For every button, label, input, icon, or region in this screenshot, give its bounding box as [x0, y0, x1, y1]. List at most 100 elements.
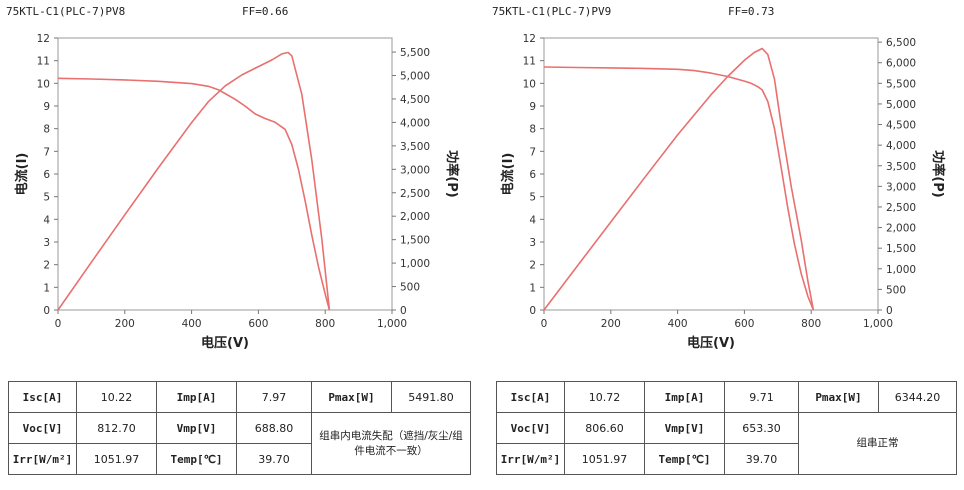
- y-tick-label: 2: [43, 260, 50, 272]
- x-tick-label: 800: [315, 318, 335, 330]
- vmp-value: 653.30: [724, 412, 799, 444]
- y2-tick-label: 0: [400, 305, 407, 317]
- iv-panel-pv9: 75KTL-C1(PLC-7)PV9 FF=0.73 0 1 2 3 4 5 6 7 8 9 10 1…: [486, 0, 964, 490]
- temp-value: 39.70: [724, 443, 799, 475]
- diagnosis-status: 组串内电流失配（遮挡/灰尘/组件电流不一致）: [311, 412, 471, 475]
- y2-tick-label: 1,500: [400, 235, 430, 247]
- y-tick-label: 1: [529, 282, 536, 294]
- y-tick-label: 8: [529, 124, 536, 136]
- params-table: Isc[A] 10.22 Imp[A] 7.97 Pmax[W] 5491.80…: [8, 381, 471, 475]
- y-tick-label: 10: [37, 78, 50, 90]
- vmp-value: 688.80: [236, 412, 312, 444]
- plot-area: [57, 37, 393, 311]
- iv-curve-chart: 012345678910111205001,0001,5002,0002,500…: [500, 33, 946, 351]
- y2-tick-label: 500: [886, 284, 906, 296]
- y-tick-label: 0: [529, 305, 536, 317]
- plot-area: [543, 37, 879, 311]
- vmp-label: Vmp[V]: [156, 412, 237, 444]
- x-tick-label: 200: [601, 318, 621, 330]
- irr-value: 1051.97: [564, 443, 645, 475]
- y-tick-label: 4: [529, 214, 536, 226]
- y-tick-label: 12: [37, 33, 50, 45]
- temp-label: Temp[℃]: [156, 443, 237, 475]
- y2-tick-label: 3,000: [400, 164, 430, 176]
- y-tick-label: 5: [529, 192, 536, 204]
- irr-value: 1051.97: [76, 443, 157, 475]
- y2-tick-label: 5,000: [400, 71, 430, 83]
- y-tick-label: 0: [43, 305, 50, 317]
- table-row: Voc[V] 806.60 Vmp[V] 653.30 组串正常: [496, 412, 957, 475]
- y-tick-label: 12: [523, 33, 536, 45]
- y-tick-label: 11: [523, 56, 536, 68]
- params-table: Isc[A] 10.72 Imp[A] 9.71 Pmax[W] 6344.20…: [496, 381, 957, 475]
- y-tick-label: 1: [43, 282, 50, 294]
- imp-label: Imp[A]: [156, 381, 237, 413]
- y-axis-title: 电流(I): [500, 153, 516, 196]
- imp-label: Imp[A]: [644, 381, 725, 413]
- y-tick-label: 11: [37, 56, 50, 68]
- y-tick-label: 4: [43, 214, 50, 226]
- power-curve-line: [543, 47, 815, 311]
- y2-tick-label: 6,500: [886, 37, 916, 49]
- x-tick-label: 800: [801, 318, 821, 330]
- y2-tick-label: 0: [886, 305, 893, 317]
- voc-label: Voc[V]: [496, 412, 565, 444]
- x-tick-label: 0: [541, 318, 548, 330]
- y-tick-label: 8: [43, 124, 50, 136]
- y2-tick-label: 1,000: [400, 258, 430, 270]
- current-curve-line: [57, 77, 331, 311]
- y2-tick-label: 5,500: [886, 78, 916, 90]
- y2-tick-label: 2,500: [886, 202, 916, 214]
- table-row: Isc[A] 10.72 Imp[A] 9.71 Pmax[W] 6344.20: [496, 381, 957, 413]
- table-row: Irr[W/m²] 1051.97 Temp[℃] 39.70: [496, 443, 957, 475]
- x-axis-title: 电压(V): [687, 335, 735, 351]
- x-tick-label: 1,000: [377, 318, 407, 330]
- y-tick-label: 3: [529, 237, 536, 249]
- y2-tick-label: 4,500: [886, 120, 916, 132]
- y-tick-label: 9: [43, 101, 50, 113]
- current-curve-line: [543, 66, 815, 311]
- y2-tick-label: 6,000: [886, 58, 916, 70]
- y2-tick-label: 500: [400, 282, 420, 294]
- y2-tick-label: 1,500: [886, 243, 916, 255]
- voc-label: Voc[V]: [8, 412, 77, 444]
- y-tick-label: 6: [529, 169, 536, 181]
- x-tick-label: 400: [182, 318, 202, 330]
- pmax-label: Pmax[W]: [311, 381, 392, 413]
- power-curve-line: [57, 51, 331, 311]
- y2-tick-label: 4,000: [400, 117, 430, 129]
- y2-axis-title: 功率(P): [444, 150, 460, 197]
- y-tick-label: 3: [43, 237, 50, 249]
- y2-tick-label: 4,500: [400, 94, 430, 106]
- y-tick-label: 7: [43, 146, 50, 158]
- vmp-label: Vmp[V]: [644, 412, 725, 444]
- table-row: Voc[V] 812.70 Vmp[V] 688.80 组串内电流失配（遮挡/灰…: [8, 412, 471, 475]
- isc-value: 10.22: [76, 381, 157, 413]
- y2-tick-label: 5,500: [400, 47, 430, 59]
- y2-tick-label: 3,000: [886, 181, 916, 193]
- isc-label: Isc[A]: [496, 381, 565, 413]
- x-tick-label: 400: [668, 318, 688, 330]
- irr-label: Irr[W/m²]: [8, 443, 77, 475]
- y2-tick-label: 4,000: [886, 140, 916, 152]
- table-row: Irr[W/m²] 1051.97 Temp[℃] 39.70: [8, 443, 471, 475]
- fill-factor: FF=0.73: [728, 5, 775, 18]
- x-tick-label: 200: [115, 318, 135, 330]
- fill-factor: FF=0.66: [242, 5, 289, 18]
- table-row: Isc[A] 10.22 Imp[A] 7.97 Pmax[W] 5491.80: [8, 381, 471, 413]
- x-tick-label: 1,000: [863, 318, 893, 330]
- y-axis-title: 电流(I): [14, 153, 30, 196]
- y2-tick-label: 1,000: [886, 264, 916, 276]
- x-axis-title: 电压(V): [201, 335, 249, 351]
- iv-panel-pv8: 75KTL-C1(PLC-7)PV8 FF=0.66 0 1 2 3 4 5 6 7 8 9 10 1…: [0, 0, 480, 490]
- y-tick-label: 6: [43, 169, 50, 181]
- string-name: 75KTL-C1(PLC-7)PV8: [6, 5, 126, 18]
- y2-tick-label: 2,500: [400, 188, 430, 200]
- voc-value: 812.70: [76, 412, 157, 444]
- y-tick-label: 2: [529, 260, 536, 272]
- temp-value: 39.70: [236, 443, 312, 475]
- string-name: 75KTL-C1(PLC-7)PV9: [492, 5, 612, 18]
- pmax-value: 6344.20: [878, 381, 957, 413]
- pmax-label: Pmax[W]: [798, 381, 879, 413]
- isc-label: Isc[A]: [8, 381, 77, 413]
